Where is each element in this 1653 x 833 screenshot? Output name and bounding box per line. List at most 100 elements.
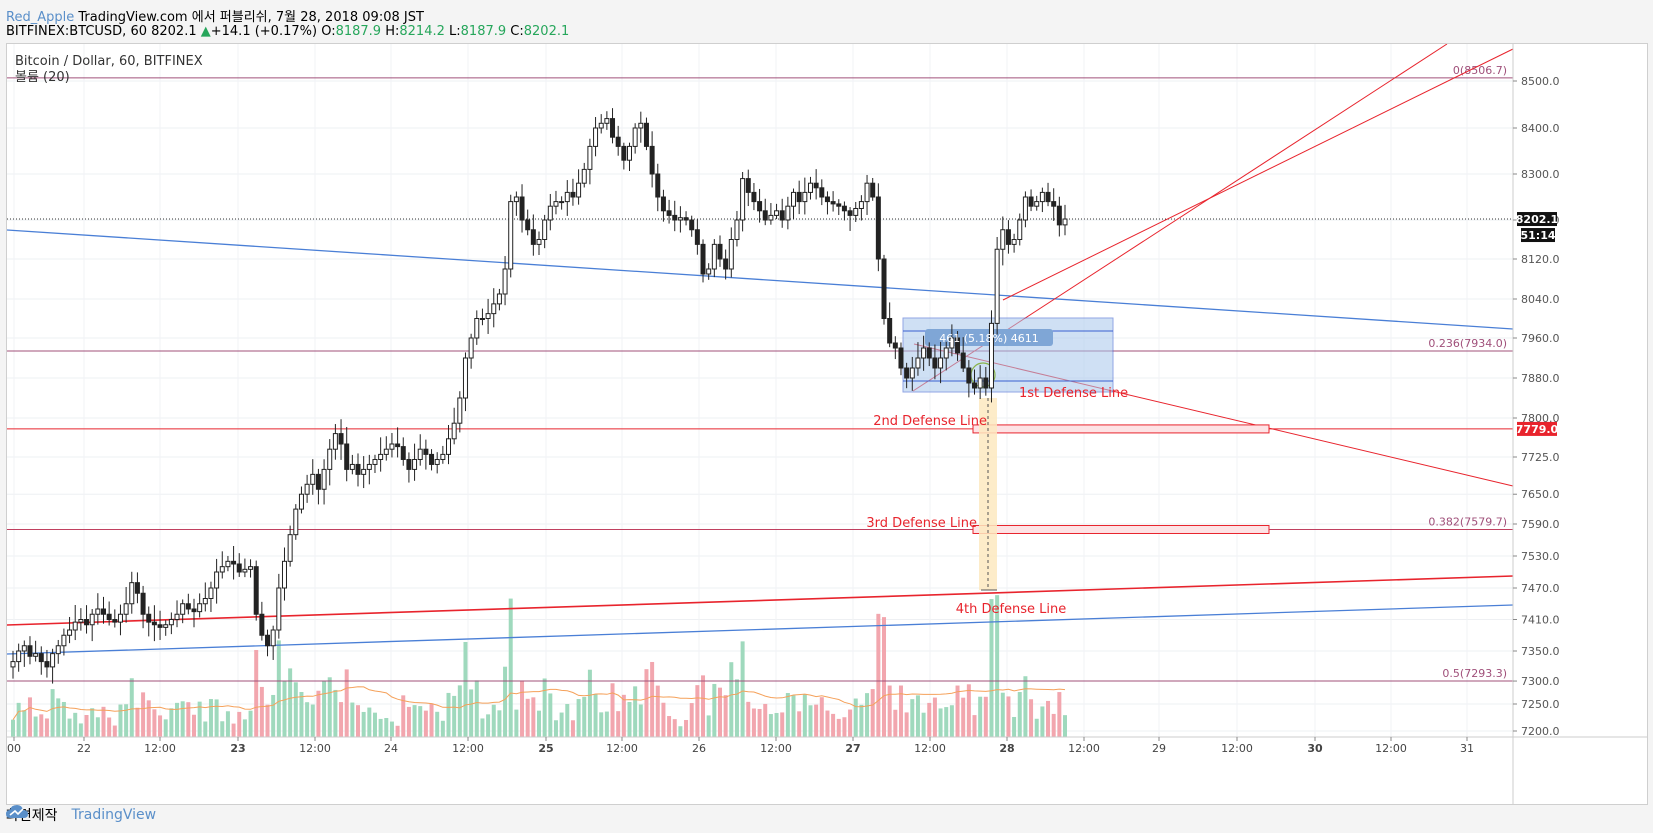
volume-bar (1023, 676, 1028, 737)
candle-up (468, 337, 474, 359)
volume-bar (644, 669, 649, 737)
candle-up (383, 448, 389, 455)
volume-bar (978, 696, 983, 737)
volume-bar (955, 685, 960, 737)
candle-up (909, 367, 915, 379)
volume-bar (751, 708, 756, 737)
candle-up (332, 433, 338, 450)
candle-down (717, 243, 723, 260)
fib-level-label: 0.382(7579.7) (1428, 515, 1507, 528)
candle-up (197, 603, 203, 613)
volume-bar (1063, 715, 1067, 737)
author-name[interactable]: Red_Apple (6, 10, 75, 25)
price-tick-label: 7300.0 (1521, 675, 1560, 688)
volume-bar (542, 678, 547, 737)
publish-info: TradingView.com 에서 퍼블리쉬, 7월 28, 2018 09:… (74, 10, 424, 25)
volume-bar (831, 713, 836, 737)
volume-bar (310, 704, 315, 737)
time-tick-label: 26 (692, 742, 706, 755)
candle-up (202, 598, 208, 605)
blue-downtrend-line (7, 229, 1514, 330)
volume-bar (944, 707, 949, 737)
candle-down (344, 443, 350, 470)
volume-bar (859, 704, 864, 737)
candle-up (513, 196, 519, 203)
volume-bar (802, 694, 807, 737)
candle-up (389, 443, 395, 450)
volume-bar (169, 708, 174, 737)
candle-up (1039, 191, 1045, 203)
chart-title: Bitcoin / Dollar, 60, BITFINEX (15, 54, 203, 69)
candle-down (796, 191, 802, 203)
volume-bar (701, 675, 706, 737)
candle-down (259, 613, 265, 636)
candle-down (841, 205, 847, 212)
volume-bar (135, 707, 140, 737)
candle-down (253, 566, 259, 615)
defense-line-label: 2nd Defense Line (873, 414, 987, 429)
chart-area[interactable]: 0(8506.7) 0.236(7934.0) 0.382(7579.7) 0.5(7… (6, 43, 1648, 805)
volume-bar (282, 680, 287, 737)
volume-bar (932, 697, 937, 737)
volume-bar (927, 702, 932, 737)
candle-down (621, 145, 627, 161)
price-chart[interactable]: 0(8506.7) 0.236(7934.0) 0.382(7579.7) 0.5(7… (7, 44, 1647, 804)
candle-down (745, 178, 751, 193)
volume-bar (836, 718, 841, 737)
candle-down (400, 446, 406, 460)
candle-down (315, 473, 321, 490)
price-tick-label: 7800.0 (1521, 412, 1560, 425)
volume-bar (152, 709, 157, 737)
volume-bar (50, 689, 55, 737)
volume-bar (84, 714, 89, 737)
candle-up (915, 357, 921, 369)
volume-bars (11, 595, 1067, 737)
volume-bar (904, 712, 909, 737)
candle-up (33, 653, 39, 657)
candle-up (479, 318, 485, 320)
volume-bar (961, 697, 966, 737)
volume-bar (446, 692, 451, 737)
volume-bar (27, 697, 32, 737)
volume-bar (582, 696, 587, 737)
candle-up (774, 210, 780, 216)
candle-down (519, 196, 525, 221)
candle-up (446, 438, 452, 455)
candle-up (949, 337, 955, 349)
candle-up (327, 448, 333, 470)
candle-up (434, 458, 440, 465)
candle-up (361, 468, 367, 475)
chart-header-line2: BITFINEX:BTCUSD, 60 8202.1 ▲+14.1 (+0.17… (6, 24, 569, 39)
volume-bar (746, 701, 751, 737)
volume-bar (995, 595, 1000, 737)
price-tick-label: 8400.0 (1521, 122, 1560, 135)
volume-bar (327, 677, 332, 737)
price-tick-label: 7650.0 (1521, 488, 1560, 501)
time-tick-label: 12:00 (452, 742, 484, 755)
volume-bar (344, 669, 349, 737)
defense-box-3 (972, 524, 1270, 534)
volume-bar (531, 697, 536, 737)
volume-bar (497, 710, 502, 737)
time-tick-label: 25 (538, 742, 553, 755)
candle-up (366, 463, 372, 470)
candle-down (84, 619, 90, 626)
volume-bar (271, 694, 276, 737)
candle-down (146, 613, 152, 623)
tradingview-logo[interactable]: TradingView (6, 805, 156, 823)
volume-bar (90, 708, 95, 737)
volume-bar (248, 710, 253, 737)
volume-bar (480, 718, 485, 737)
defense-line-label: 4th Defense Line (956, 602, 1067, 617)
candle-down (338, 433, 344, 445)
candle-down (983, 377, 989, 389)
candle-up (988, 322, 994, 389)
candle-down (689, 219, 695, 231)
drawing-labels: 461 (5.18%) 4611 1st Defense Line 2nd Defe… (866, 332, 1128, 617)
defense-line-label: 1st Defense Line (1019, 386, 1128, 401)
candle-up (208, 587, 214, 599)
candle-up (281, 560, 287, 589)
countdown-badge (1521, 228, 1555, 243)
candle-up (768, 214, 774, 221)
candle-down (898, 347, 904, 369)
